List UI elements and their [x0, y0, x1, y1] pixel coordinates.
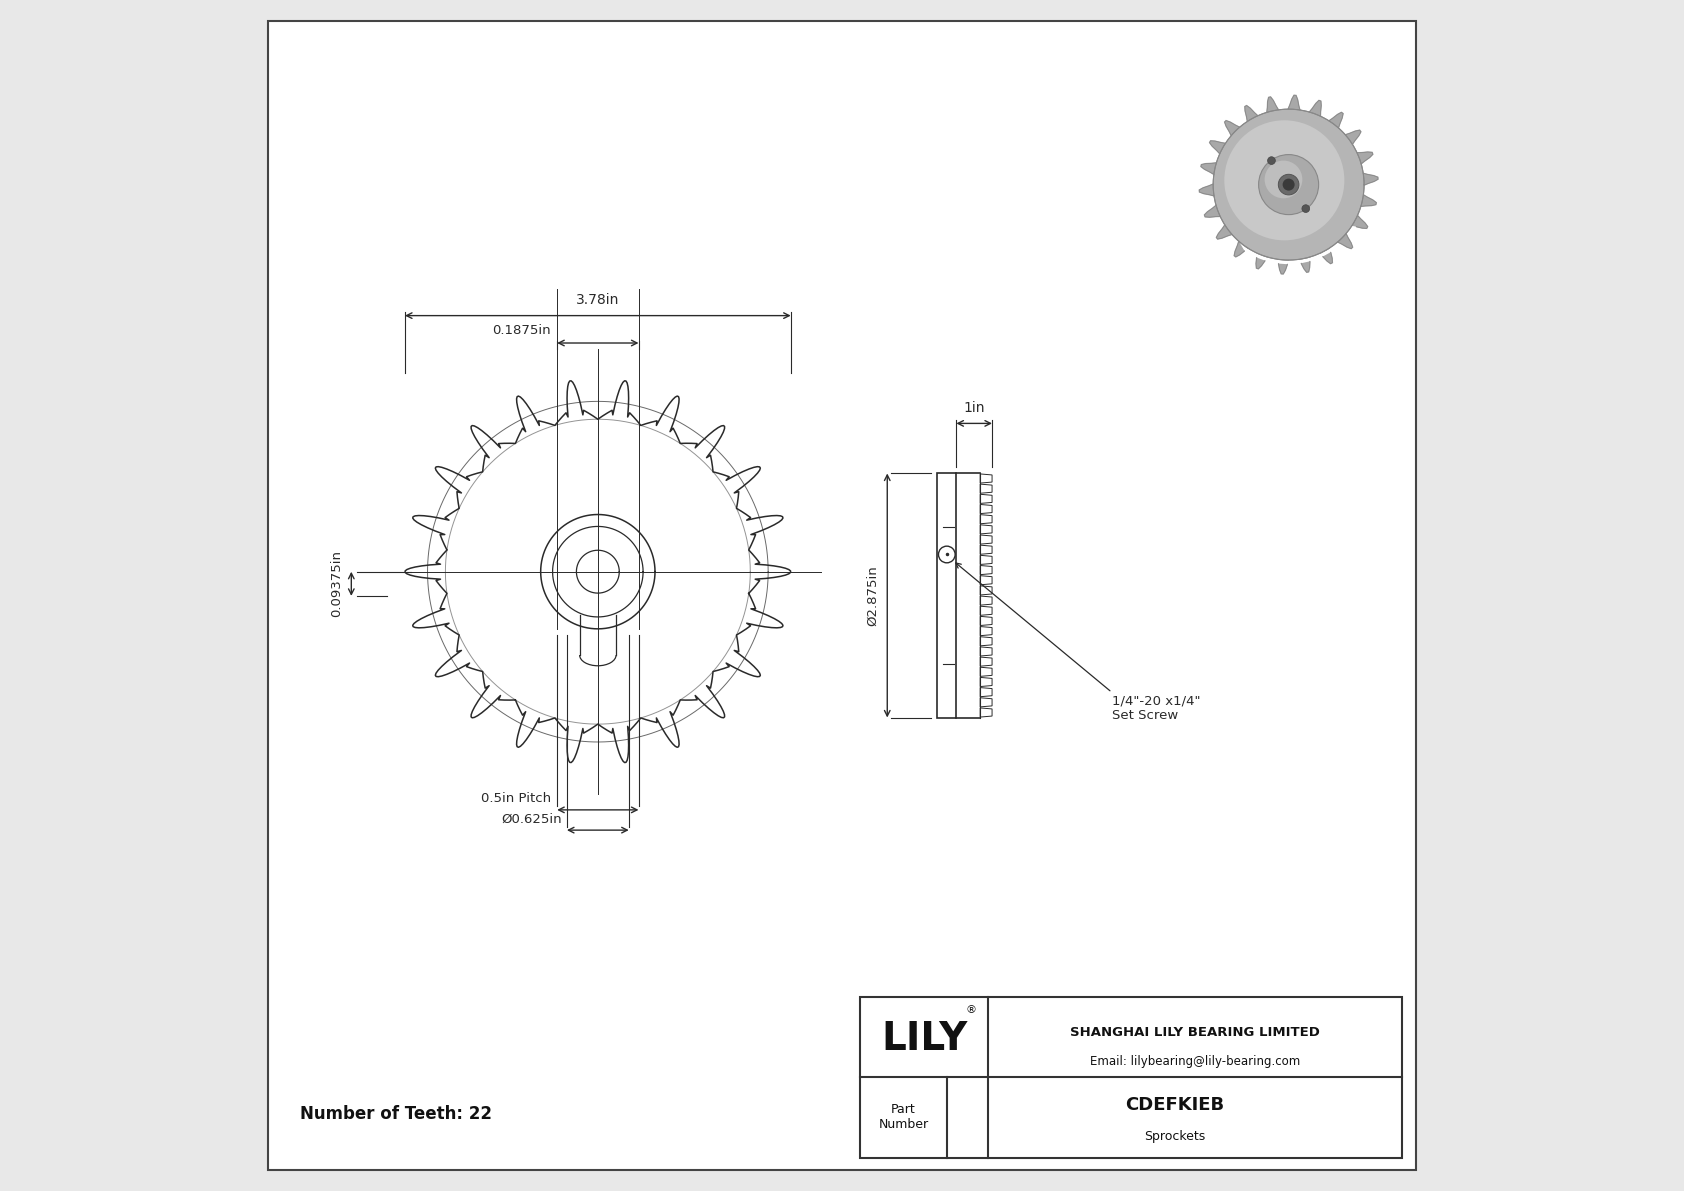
Circle shape [1265, 161, 1302, 199]
Circle shape [1258, 155, 1319, 214]
Text: Email: lilybearing@lily-bearing.com: Email: lilybearing@lily-bearing.com [1090, 1055, 1300, 1067]
Polygon shape [1357, 152, 1372, 164]
Text: SHANGHAI LILY BEARING LIMITED: SHANGHAI LILY BEARING LIMITED [1071, 1025, 1320, 1039]
Polygon shape [1204, 205, 1221, 217]
Polygon shape [1216, 225, 1233, 239]
Circle shape [1302, 205, 1310, 212]
Text: LILY: LILY [881, 1019, 967, 1058]
Circle shape [1212, 110, 1364, 260]
Text: 1in: 1in [963, 401, 985, 414]
Text: Sprockets: Sprockets [1143, 1130, 1206, 1143]
Text: Ø2.875in: Ø2.875in [866, 565, 879, 626]
Polygon shape [1201, 163, 1216, 174]
Text: 0.5in Pitch: 0.5in Pitch [482, 792, 551, 805]
Polygon shape [1329, 112, 1344, 127]
Text: Part
Number: Part Number [879, 1103, 928, 1131]
Polygon shape [268, 21, 1416, 1170]
Text: 3.78in: 3.78in [576, 293, 620, 307]
Text: Number of Teeth: 22: Number of Teeth: 22 [300, 1104, 492, 1123]
Polygon shape [1266, 96, 1278, 112]
Text: 0.1875in: 0.1875in [492, 324, 551, 337]
Text: 0.09375in: 0.09375in [330, 550, 344, 617]
Circle shape [1278, 174, 1298, 195]
Polygon shape [1346, 130, 1361, 144]
Text: Ø0.625in: Ø0.625in [502, 812, 562, 825]
Polygon shape [1364, 174, 1378, 185]
Polygon shape [1361, 195, 1376, 206]
Polygon shape [1244, 106, 1258, 121]
Polygon shape [1310, 100, 1322, 117]
Circle shape [1283, 179, 1295, 191]
Circle shape [1224, 120, 1344, 241]
Polygon shape [1337, 233, 1352, 249]
Polygon shape [1288, 95, 1300, 110]
Polygon shape [1209, 141, 1226, 154]
Text: 1/4"-20 x1/4"
Set Screw: 1/4"-20 x1/4" Set Screw [1113, 694, 1201, 723]
Polygon shape [1224, 120, 1239, 136]
Polygon shape [1199, 185, 1214, 195]
Text: CDEFKIEB: CDEFKIEB [1125, 1096, 1224, 1114]
Text: ®: ® [965, 1005, 977, 1015]
Circle shape [1268, 157, 1275, 164]
